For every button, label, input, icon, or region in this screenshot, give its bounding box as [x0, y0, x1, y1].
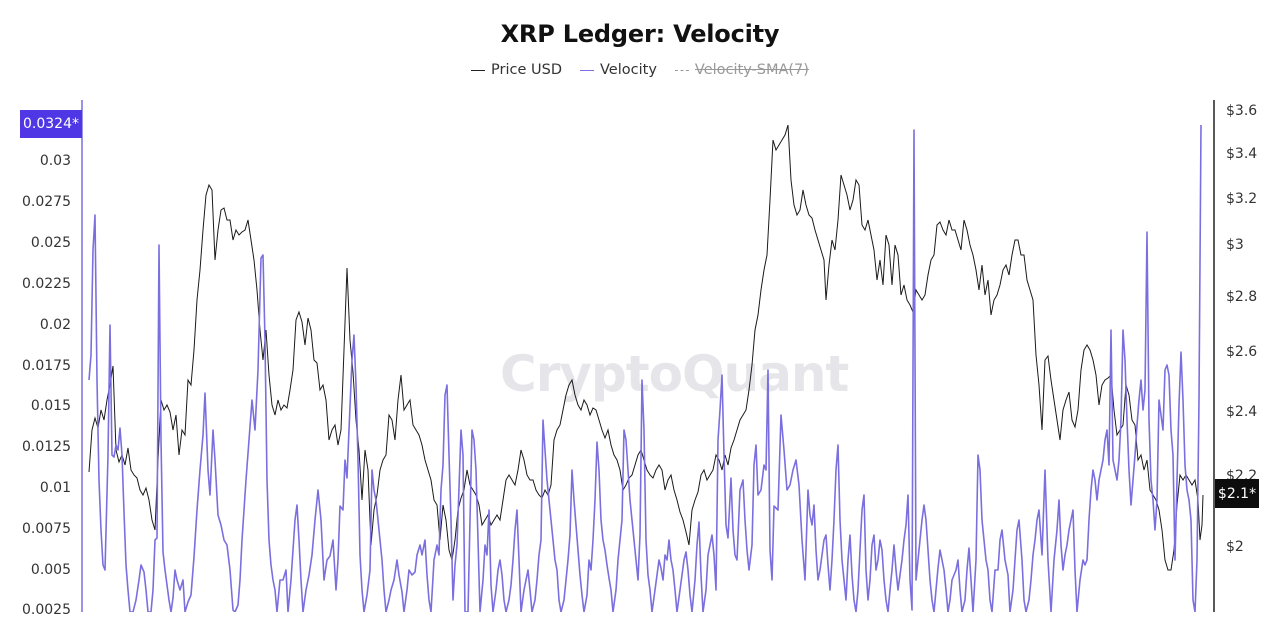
left-tick: 0.015	[30, 398, 71, 414]
line-swatch-icon	[471, 69, 486, 71]
legend-item-price-usd[interactable]: Price USD	[471, 62, 562, 78]
left-tick: 0.0025	[22, 602, 71, 618]
right-tick: $2	[1226, 539, 1244, 555]
left-tick: 0.005	[30, 562, 71, 578]
line-swatch-icon	[580, 69, 595, 71]
right-tick: $2.6	[1226, 344, 1258, 360]
price-usd-line	[88, 124, 1204, 571]
left-tick: 0.0175	[22, 358, 71, 374]
current-velocity-tag: 0.0324*	[20, 110, 82, 138]
left-tick: 0.0075	[22, 521, 71, 537]
left-tick: 0.0275	[22, 194, 71, 210]
left-tick: 0.01	[39, 480, 71, 496]
legend-item-velocity[interactable]: Velocity	[580, 62, 657, 78]
left-tick: 0.03	[39, 153, 71, 169]
legend-label: Price USD	[491, 62, 563, 78]
left-tick: 0.025	[30, 235, 71, 251]
right-tick: $3	[1226, 237, 1244, 253]
left-tick: 0.0225	[22, 276, 71, 292]
left-tick: 0.0125	[22, 439, 71, 455]
right-tick: $3.6	[1226, 103, 1258, 119]
legend-label: Velocity-SMA(7)	[694, 62, 809, 78]
chart-title: XRP Ledger: Velocity	[500, 20, 780, 48]
right-tick: $3.2	[1226, 191, 1258, 207]
dashed-line-swatch-icon	[674, 69, 689, 71]
right-tick: $2.8	[1226, 289, 1258, 305]
watermark-logo: CryptoQuant	[500, 345, 849, 403]
left-tick: 0.02	[39, 317, 71, 333]
right-tick: $2.4	[1226, 404, 1258, 420]
velocity-line	[88, 124, 1202, 612]
chart-legend: Price USD Velocity Velocity-SMA(7)	[0, 62, 1280, 78]
legend-label: Velocity	[600, 62, 657, 78]
current-price-tag: $2.1*	[1215, 479, 1259, 508]
right-tick: $3.4	[1226, 146, 1258, 162]
legend-item-velocity-sma[interactable]: Velocity-SMA(7)	[674, 62, 809, 78]
